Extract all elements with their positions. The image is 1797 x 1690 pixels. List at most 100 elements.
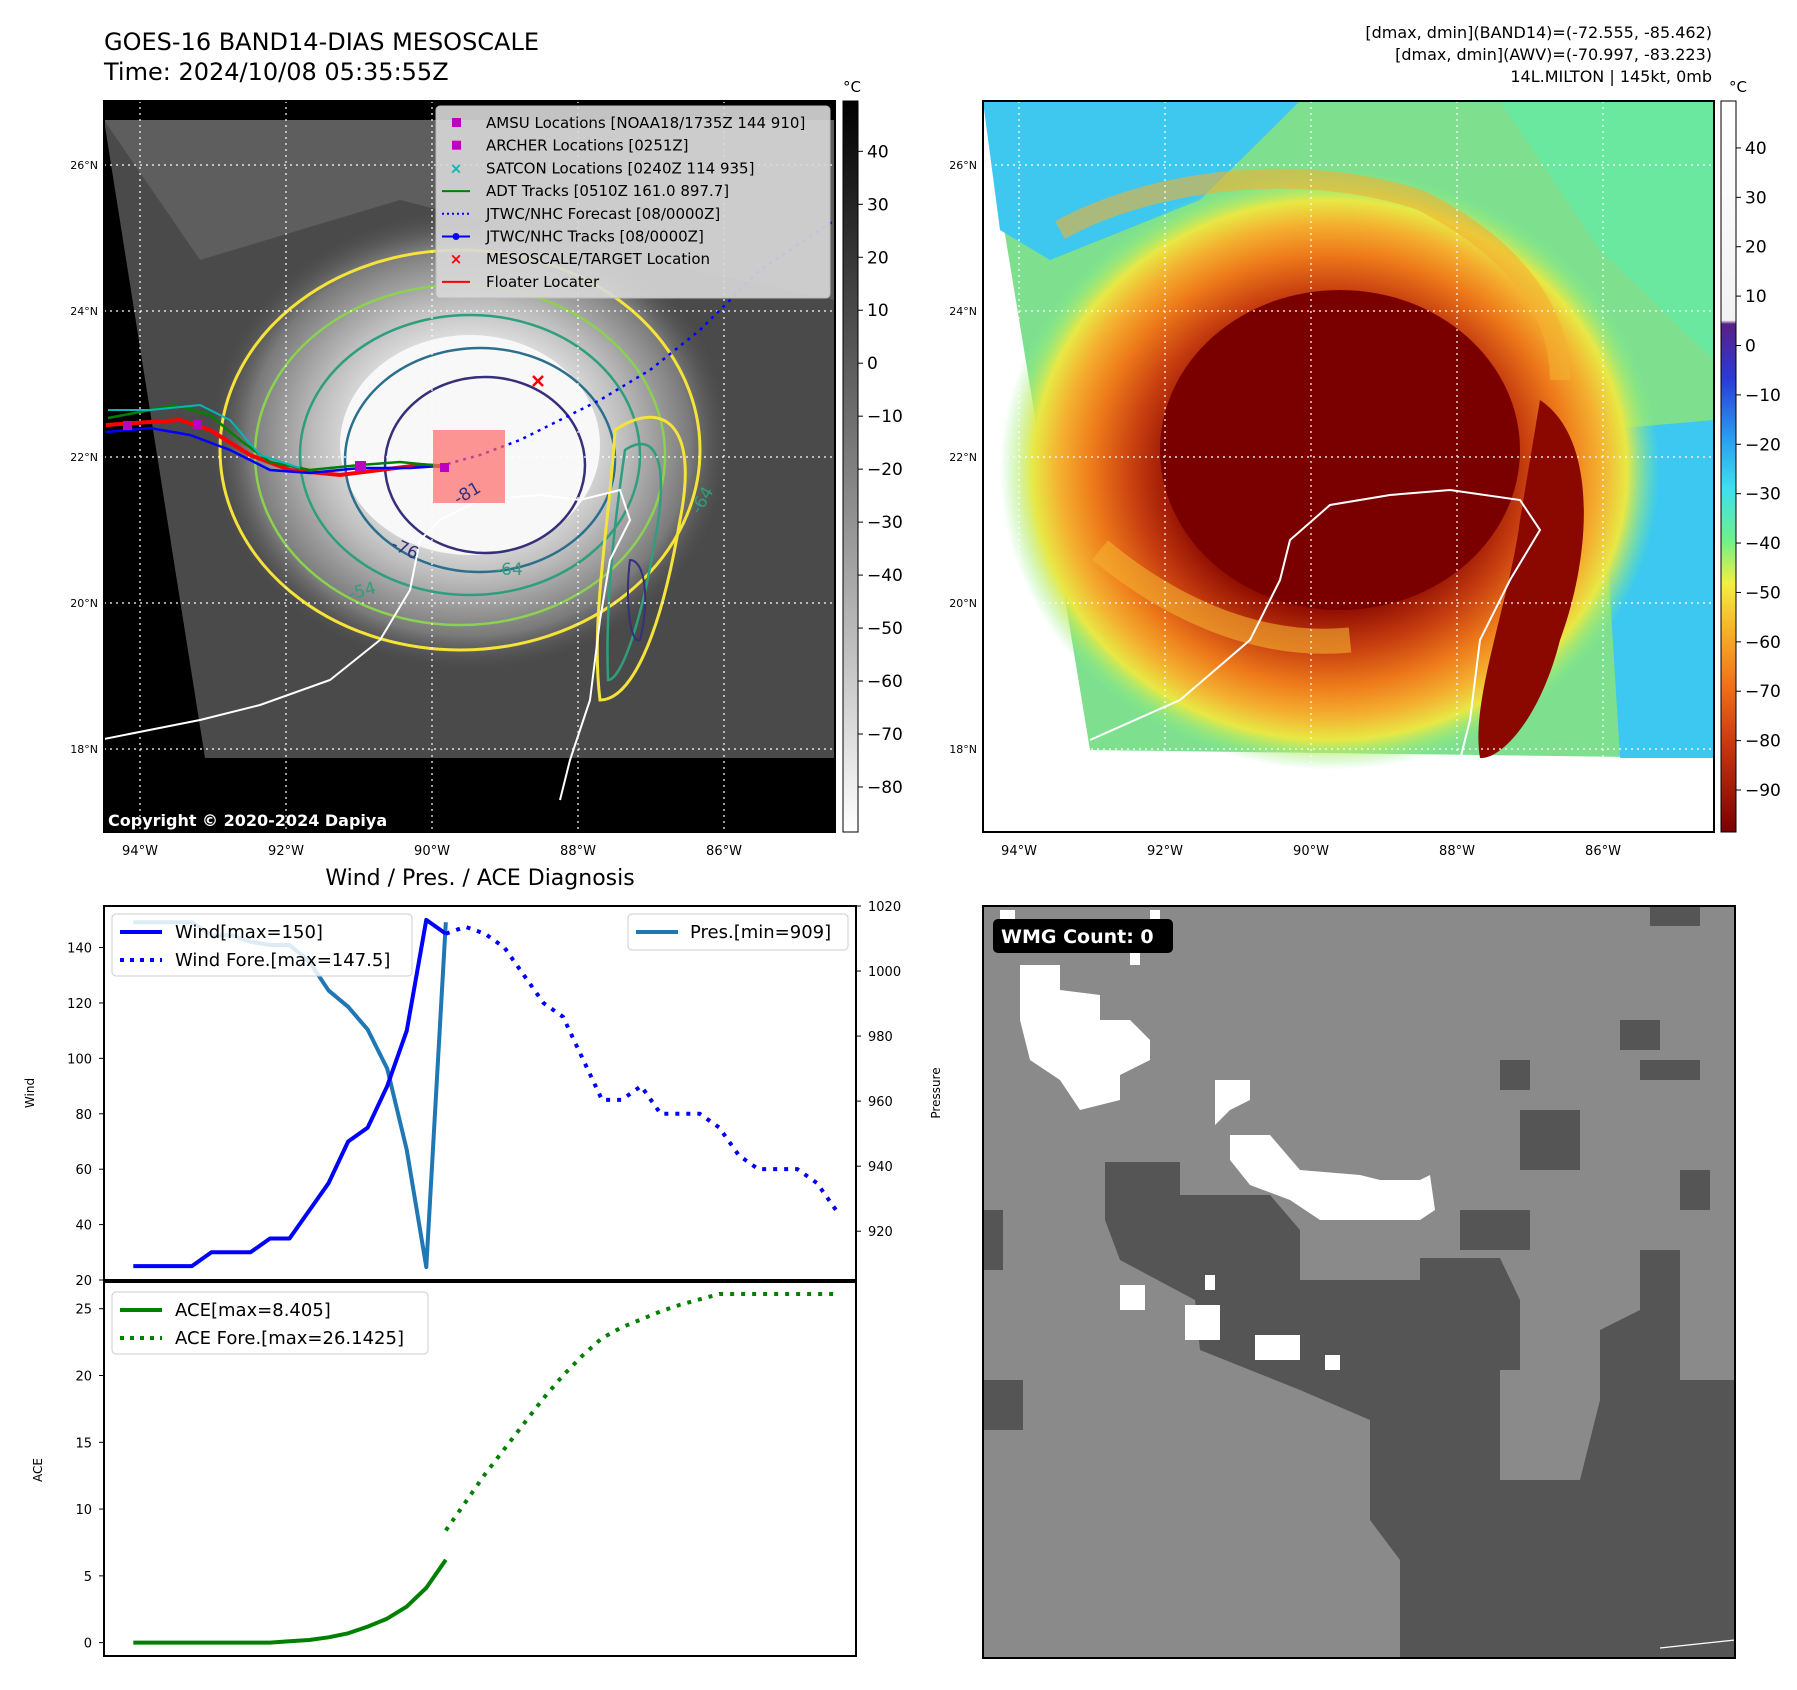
wmg-panel: WMG Count: 0 — [982, 905, 1736, 1659]
colorbar-tick-label: −50 — [867, 619, 903, 639]
colorbar-tick-label: −10 — [1745, 386, 1781, 406]
legend-item: ARCHER Locations [0251Z] — [452, 137, 689, 155]
lon-labels-left: 94°W 92°W 90°W 88°W 86°W — [122, 844, 742, 859]
color-map-frame — [982, 100, 1715, 833]
figure-time: Time: 2024/10/08 05:35:55Z — [103, 58, 449, 86]
colorbar-tick-label: −50 — [1745, 583, 1781, 603]
wmg-count-badge: WMG Count: 0 — [1001, 926, 1154, 948]
ir-map-frame — [103, 100, 836, 833]
colorbar-tick-label: −10 — [867, 407, 903, 427]
legend-marker: × — [450, 159, 463, 177]
track-legend: AMSU Locations [NOAA18/1735Z 144 910] ARC… — [435, 105, 831, 299]
colorbar-tick-label: −40 — [1745, 534, 1781, 554]
ace-ylabel: ACE — [31, 1458, 45, 1482]
y2-tick-label: 1000 — [868, 965, 901, 980]
colorbar-tick-label: 40 — [867, 142, 889, 162]
pressure-legend: Pres.[min=909] — [627, 913, 849, 951]
figure-title: GOES-16 BAND14-DIAS MESOSCALE — [104, 28, 539, 56]
dmax-awv: [dmax, dmin](AWV)=(-70.997, -83.223) — [1395, 45, 1712, 64]
y2-tick-label: 960 — [868, 1095, 893, 1110]
colorbar-tick-label: −20 — [867, 460, 903, 480]
lon-label: 88°W — [560, 844, 596, 859]
y-tick-label: 15 — [75, 1436, 92, 1451]
wind-ylabel: Wind — [23, 1078, 37, 1108]
legend-pres-label: Pres.[min=909] — [690, 922, 831, 943]
lon-label: 86°W — [1585, 844, 1621, 859]
lat-label: 24°N — [70, 305, 98, 318]
y-tick-label: 60 — [75, 1163, 92, 1178]
legend-label: ARCHER Locations [0251Z] — [486, 137, 689, 155]
legend-ace-fore-label: ACE Fore.[max=26.1425] — [175, 1328, 404, 1349]
y-tick-label: 5 — [84, 1570, 92, 1585]
lat-label: 18°N — [949, 743, 977, 756]
lat-labels-right: 26°N 24°N 22°N 20°N 18°N — [949, 159, 977, 756]
legend-wind-label: Wind[max=150] — [175, 922, 323, 943]
legend-label: AMSU Locations [NOAA18/1735Z 144 910] — [486, 114, 805, 132]
legend-label: JTWC/NHC Tracks [08/0000Z] — [485, 228, 704, 246]
lat-labels-left: 26°N 24°N 22°N 20°N 18°N — [70, 159, 98, 756]
colorbar-tick-label: −80 — [867, 778, 903, 798]
legend-item: JTWC/NHC Forecast [08/0000Z] — [442, 205, 720, 223]
colorbar-tick-label: 40 — [1745, 139, 1767, 159]
colorbar-unit: °C — [843, 78, 861, 96]
legend-label: Floater Locater — [486, 273, 600, 291]
colorbar-tick-label: 0 — [1745, 336, 1756, 356]
y-tick-label: 120 — [67, 997, 92, 1012]
series-line — [133, 917, 447, 1269]
colorbar-tick-label: −20 — [1745, 435, 1781, 455]
colorbar-tick-label: −40 — [867, 566, 903, 586]
lon-label: 90°W — [1293, 844, 1329, 859]
lon-label: 94°W — [122, 844, 158, 859]
colorbar-tick-label: −90 — [1745, 781, 1781, 801]
lon-labels-right: 94°W 92°W 90°W 88°W 86°W — [1001, 844, 1621, 859]
colorbar-tick-label: 0 — [867, 354, 878, 374]
lon-label: 92°W — [268, 844, 304, 859]
pressure-ylabel: Pressure — [929, 1067, 943, 1118]
colorbar-tick-label: −80 — [1745, 732, 1781, 752]
colorbar-tick-label: −30 — [1745, 485, 1781, 505]
legend-marker — [452, 118, 461, 127]
legend-marker: × — [450, 250, 463, 268]
ace-chart: 0 5 10 15 20 25 ACE ACE[max=8.405] ACE Fore.[… — [31, 1281, 857, 1657]
colorbar-tick-label: −60 — [867, 672, 903, 692]
lat-label: 26°N — [70, 159, 98, 172]
wind-legend: Wind[max=150] Wind Fore.[max=147.5] — [111, 913, 413, 977]
legend-label: ADT Tracks [0510Z 161.0 897.7] — [486, 182, 729, 200]
y2-tick-label: 1020 — [868, 900, 901, 915]
lat-label: 26°N — [949, 159, 977, 172]
lat-label: 18°N — [70, 743, 98, 756]
legend-item: Floater Locater — [442, 273, 600, 291]
y-tick-label: 0 — [84, 1637, 92, 1652]
colorbar-tick-label: −30 — [867, 513, 903, 533]
lon-label: 86°W — [706, 844, 742, 859]
colorbar-unit: °C — [1729, 78, 1747, 96]
legend-label: MESOSCALE/TARGET Location — [486, 250, 710, 268]
lon-label: 94°W — [1001, 844, 1037, 859]
legend-label: JTWC/NHC Forecast [08/0000Z] — [485, 205, 720, 223]
legend-item: AMSU Locations [NOAA18/1735Z 144 910] — [452, 114, 805, 132]
colorbar-tick-label: 30 — [1745, 188, 1767, 208]
diagnosis-title: Wind / Pres. / ACE Diagnosis — [325, 866, 634, 891]
lon-label: 90°W — [414, 844, 450, 859]
y2-tick-label: 980 — [868, 1030, 893, 1045]
y-tick-label: 140 — [67, 942, 92, 957]
y2-tick-label: 940 — [868, 1160, 893, 1175]
y-tick-label: 40 — [75, 1219, 92, 1234]
series-line — [133, 1558, 448, 1645]
dmax-band14: [dmax, dmin](BAND14)=(-72.555, -85.462) — [1365, 23, 1712, 42]
lon-label: 92°W — [1147, 844, 1183, 859]
legend-item: JTWC/NHC Tracks [08/0000Z] — [442, 228, 704, 246]
contour-label: -64 — [495, 560, 523, 580]
legend-item: ADT Tracks [0510Z 161.0 897.7] — [442, 182, 729, 200]
lat-label: 22°N — [70, 451, 98, 464]
colorbar-tick-label: −70 — [1745, 682, 1781, 702]
color-colorbar: °C 40 30 20 10 0 −10 −20 −30 −40 −50 −60 −70 −80 −90 — [1720, 78, 1781, 833]
lat-label: 22°N — [949, 451, 977, 464]
legend-item: × MESOSCALE/TARGET Location — [450, 250, 710, 268]
y-tick-label: 100 — [67, 1052, 92, 1067]
legend-ace-label: ACE[max=8.405] — [175, 1300, 331, 1321]
series-line — [444, 1292, 837, 1532]
colorbar-tick-label: 20 — [867, 248, 889, 268]
legend-label: SATCON Locations [0240Z 114 935] — [486, 159, 754, 177]
